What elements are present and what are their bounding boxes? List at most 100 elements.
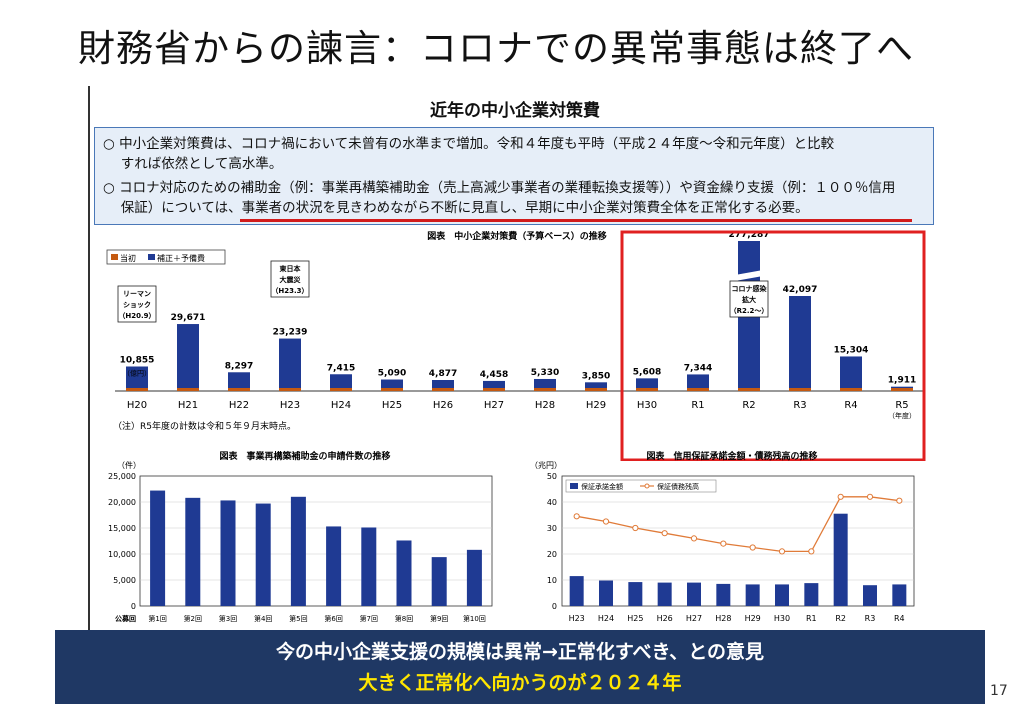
- guarantee-plot-area: [561, 475, 915, 607]
- subsidy-category-label: 第2回: [184, 614, 202, 623]
- subsidy-bar-第8回: [396, 540, 412, 606]
- guarantee-category-label: H28: [715, 614, 731, 623]
- budget-category-label: H21: [178, 400, 198, 411]
- subsidy-xlabel: 公募回: [115, 614, 136, 623]
- budget-bar-initial-R3: [789, 388, 811, 391]
- annotation-text-H23: （H23.3）: [271, 287, 308, 295]
- guarantee-bar-H26: [657, 582, 672, 606]
- budget-bar-H30: [636, 378, 658, 391]
- legend-label-supplementary: 補正＋予備費: [157, 253, 205, 263]
- budget-bar-initial-H26: [432, 388, 454, 391]
- legend-label-guarantee-balance: 保証債務残高: [657, 482, 699, 491]
- slide-title: 財務省からの諫言：コロナでの異常事態は終了へ: [78, 27, 914, 70]
- budget-bar-H20: [126, 366, 148, 391]
- guarantee-bar-H23: [569, 576, 584, 606]
- annotation-box-H23: [270, 260, 310, 298]
- guarantee-category-label: R2: [835, 614, 846, 623]
- budget-year-suffix: （年度）: [888, 411, 916, 420]
- guarantee-balance-point-H26: [661, 530, 668, 537]
- subsidy-category-label: 第7回: [360, 614, 378, 623]
- guarantee-ytick: 40: [547, 498, 557, 507]
- budget-bar-initial-R5: [891, 388, 913, 391]
- subsidy-category-label: 第5回: [289, 614, 307, 623]
- subsidy-bar-第2回: [185, 497, 201, 606]
- subsidy-category-label: 第6回: [324, 614, 342, 623]
- annotation-text-H20: リーマン: [123, 290, 151, 298]
- budget-value-label: 5,608: [633, 367, 661, 377]
- subsidy-category-label: 第3回: [219, 614, 237, 623]
- guarantee-category-label: H29: [745, 614, 761, 623]
- budget-bar-initial-R1: [687, 388, 709, 391]
- annotation-text-H20: ショック: [123, 300, 151, 309]
- annotation-text-R2: 拡大: [742, 295, 756, 304]
- budget-bar-initial-H27: [483, 388, 505, 391]
- budget-bar-H23: [279, 338, 301, 391]
- guarantee-balance-point-R2: [837, 493, 844, 500]
- subsidy-plot-area: [139, 475, 493, 607]
- page-number: 17: [990, 683, 1008, 699]
- banner-line-2: 大きく正常化へ向かうのが２０２４年: [358, 672, 682, 694]
- budget-category-label: H20: [127, 400, 147, 411]
- summary-line-4: 保証）については、事業者の状況を見きわめながら不断に見直し、早期に中小企業対策費…: [103, 200, 809, 216]
- subsidy-bar-第4回: [255, 503, 271, 606]
- budget-bar-H21: [177, 324, 199, 391]
- subsidy-category-label: 第8回: [395, 614, 413, 623]
- budget-value-label: 10,855: [120, 356, 155, 366]
- summary-line-1: ○ 中小企業対策費は、コロナ禍において未曾有の水準まで増加。令和４年度も平時（平…: [103, 136, 835, 152]
- guarantee-bar-H27: [687, 582, 701, 606]
- budget-category-label: R4: [844, 400, 857, 411]
- budget-bar-H22: [228, 372, 250, 391]
- budget-value-label: 29,671: [171, 313, 206, 323]
- guarantee-ylabel: （兆円）: [530, 460, 562, 470]
- subsidy-bar-第1回: [150, 490, 166, 606]
- guarantee-ytick: 50: [547, 472, 557, 481]
- banner-line-1: 今の中小企業支援の規模は異常→正常化すべき、との意見: [275, 641, 765, 663]
- legend-swatch-supplementary: [148, 254, 155, 260]
- annotation-text-R2: コロナ感染: [732, 284, 768, 293]
- guarantee-category-label: H25: [627, 614, 643, 623]
- summary-box: ○ 中小企業対策費は、コロナ禍において未曾有の水準まで増加。令和４年度も平時（平…: [94, 127, 934, 225]
- guarantee-balance-point-R1: [808, 548, 815, 555]
- guarantee-category-label: H26: [657, 614, 673, 623]
- budget-bar-H24: [330, 374, 352, 391]
- budget-value-label: 15,304: [834, 345, 869, 355]
- guarantee-category-label: H27: [686, 614, 702, 623]
- subsidy-category-label: 第4回: [254, 614, 272, 623]
- guarantee-balance-point-H27: [690, 535, 698, 542]
- subsidy-bar-第3回: [220, 500, 236, 606]
- summary-line-2: すれば依然として高水準。: [103, 156, 283, 172]
- annotation-box-R2: [729, 280, 769, 318]
- guarantee-bar-R3: [863, 585, 877, 606]
- guarantee-balance-point-H29: [749, 544, 756, 551]
- guarantee-balance-point-R4: [896, 497, 903, 504]
- budget-value-label: 5,090: [378, 369, 406, 379]
- guarantee-ytick: 30: [547, 524, 557, 533]
- budget-value-label: 23,239: [273, 328, 308, 338]
- budget-bar-initial-H28: [534, 388, 556, 391]
- conclusion-banner: 今の中小企業支援の規模は異常→正常化すべき、との意見 大きく正常化へ向かうのが２…: [55, 630, 985, 704]
- budget-bar-H25: [381, 379, 403, 391]
- budget-unit-label: （億円）: [123, 369, 151, 378]
- subsidy-bar-第5回: [290, 496, 306, 606]
- guarantee-bar-R2: [833, 513, 848, 606]
- budget-chart-title: 図表 中小企業対策費（予算ベース）の推移: [427, 230, 607, 242]
- budget-bar-initial-H25: [381, 388, 403, 391]
- annotation-text-H23: 大震災: [280, 275, 302, 284]
- subsidy-ylabel: （件）: [117, 460, 141, 470]
- budget-value-label: 8,297: [225, 361, 253, 371]
- guarantee-bar-R4: [892, 584, 907, 606]
- budget-legend-box: [106, 249, 226, 265]
- budget-category-label: H26: [433, 400, 453, 411]
- guarantee-bar-H24: [599, 580, 613, 606]
- guarantee-chart: 図表 信用保証承諾金額・債務残高の推移 （兆円） 0 10 20 30 40 50 保証承諾金額…: [530, 450, 915, 623]
- budget-bar-H28: [534, 378, 556, 391]
- guarantee-chart-title: 図表 信用保証承諾金額・債務残高の推移: [646, 450, 817, 462]
- subsidy-ytick: 15,000: [108, 524, 136, 533]
- subsidy-bar-第6回: [326, 526, 342, 606]
- annotation-text-H23: 東日本: [280, 264, 301, 273]
- guarantee-category-label: H24: [598, 614, 614, 623]
- budget-bar-initial-H29: [585, 388, 607, 391]
- guarantee-bar-H28: [716, 583, 731, 606]
- legend-label-guarantee-amount: 保証承諾金額: [581, 482, 623, 491]
- budget-category-label: R5: [895, 400, 908, 411]
